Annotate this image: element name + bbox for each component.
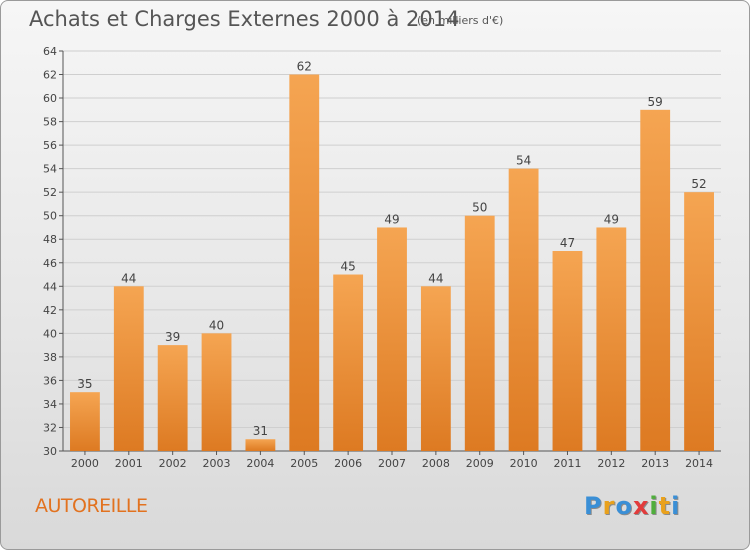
- data-label: 45: [340, 260, 355, 274]
- y-tick-label: 54: [43, 163, 57, 176]
- brand-letter: i: [649, 492, 659, 520]
- x-tick-label: 2011: [553, 457, 581, 470]
- y-tick-label: 42: [43, 304, 57, 317]
- x-tick-label: 2010: [510, 457, 538, 470]
- town-name: AUTOREILLE: [35, 495, 148, 517]
- y-tick-label: 60: [43, 92, 57, 105]
- data-label: 39: [165, 330, 180, 344]
- y-tick-label: 36: [43, 374, 57, 387]
- data-label: 49: [604, 212, 619, 226]
- y-tick-label: 30: [43, 445, 57, 458]
- bar: [640, 109, 671, 451]
- brand-letter: t: [658, 492, 672, 520]
- bar: [333, 274, 364, 451]
- data-label: 40: [209, 318, 224, 332]
- data-label: 62: [297, 60, 312, 74]
- bar: [420, 286, 451, 451]
- x-tick-label: 2009: [466, 457, 494, 470]
- y-tick-label: 62: [43, 69, 57, 82]
- x-tick-label: 2005: [290, 457, 318, 470]
- y-tick-label: 46: [43, 257, 57, 270]
- data-label: 52: [691, 177, 706, 191]
- data-label: 50: [472, 201, 487, 215]
- y-tick-label: 40: [43, 327, 57, 340]
- x-tick-label: 2006: [334, 457, 362, 470]
- y-tick-label: 38: [43, 351, 57, 364]
- bar: [684, 192, 714, 452]
- y-tick-label: 44: [43, 280, 57, 293]
- x-tick-label: 2008: [422, 457, 450, 470]
- brand-letter: x: [632, 492, 650, 520]
- bar: [201, 333, 232, 451]
- data-label: 54: [516, 154, 531, 168]
- data-label: 47: [560, 236, 575, 250]
- y-tick-label: 58: [43, 116, 57, 129]
- bar: [552, 251, 583, 451]
- x-tick-label: 2004: [246, 457, 274, 470]
- data-label: 31: [253, 424, 268, 438]
- bar: [157, 345, 188, 451]
- bar: [113, 286, 144, 451]
- bar: [508, 168, 539, 451]
- x-tick-label: 2014: [685, 457, 713, 470]
- y-tick-label: 64: [43, 45, 57, 58]
- x-tick-label: 2000: [71, 457, 99, 470]
- bar: [464, 215, 495, 451]
- bar: [596, 227, 627, 451]
- y-tick-label: 52: [43, 186, 57, 199]
- data-label: 35: [77, 377, 92, 391]
- bar: [245, 439, 276, 451]
- data-label: 59: [648, 95, 663, 109]
- x-tick-label: 2012: [597, 457, 625, 470]
- chart-unit-label: (en milliers d'€): [417, 14, 504, 27]
- proxiti-logo: Proxiti: [584, 492, 680, 520]
- y-tick-label: 32: [43, 421, 57, 434]
- data-label: 44: [121, 271, 136, 285]
- y-tick-label: 56: [43, 139, 57, 152]
- y-tick-label: 50: [43, 210, 57, 223]
- data-label: 49: [384, 212, 399, 226]
- labels: 35 2000 44 2001 39 2002 40 2003 31 2004 62 2005 45 20…: [71, 60, 713, 470]
- x-tick-label: 2001: [115, 457, 143, 470]
- x-tick-label: 2013: [641, 457, 669, 470]
- x-tick-label: 2007: [378, 457, 406, 470]
- chart-title: Achats et Charges Externes 2000 à 2014: [29, 7, 460, 31]
- brand-letter: i: [671, 492, 681, 520]
- bar: [289, 74, 320, 451]
- brand-letter: o: [615, 492, 633, 520]
- bar: [70, 392, 100, 451]
- y-tick-label: 34: [43, 398, 57, 411]
- brand-letter: r: [602, 492, 616, 520]
- bars: [70, 74, 714, 452]
- bar: [377, 227, 407, 451]
- x-tick-label: 2003: [203, 457, 231, 470]
- brand-letter: P: [584, 492, 603, 520]
- y-tick-label: 48: [43, 233, 57, 246]
- data-label: 44: [428, 271, 443, 285]
- x-tick-label: 2002: [159, 457, 187, 470]
